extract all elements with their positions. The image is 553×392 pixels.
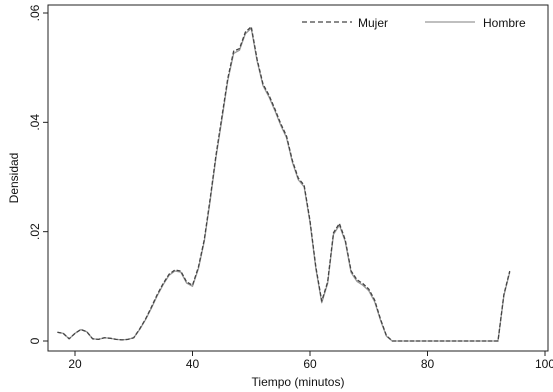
legend: Mujer Hombre [302, 16, 526, 30]
x-tick-label: 60 [303, 357, 317, 371]
series-line-mujer [57, 26, 511, 342]
y-tick-label: .04 [28, 114, 42, 131]
x-axis-title: Tiempo (minutos) [252, 375, 345, 389]
x-tick-label: 100 [535, 357, 553, 371]
y-tick-label: .06 [28, 4, 42, 21]
x-tick-label: 80 [421, 357, 435, 371]
x-tick-label: 40 [186, 357, 200, 371]
y-tick-label: 0 [28, 337, 42, 344]
y-axis-title: Densidad [7, 153, 21, 204]
y-tick-label: .02 [28, 223, 42, 240]
series-layer [57, 26, 511, 342]
legend-label-hombre: Hombre [483, 16, 526, 30]
plot-frame [47, 4, 549, 352]
legend-label-mujer: Mujer [358, 16, 388, 30]
y-axis-ticks: 0 .02 .04 .06 [28, 4, 48, 344]
x-tick-label: 20 [68, 357, 82, 371]
x-axis-ticks: 20 40 60 80 100 [68, 351, 553, 371]
